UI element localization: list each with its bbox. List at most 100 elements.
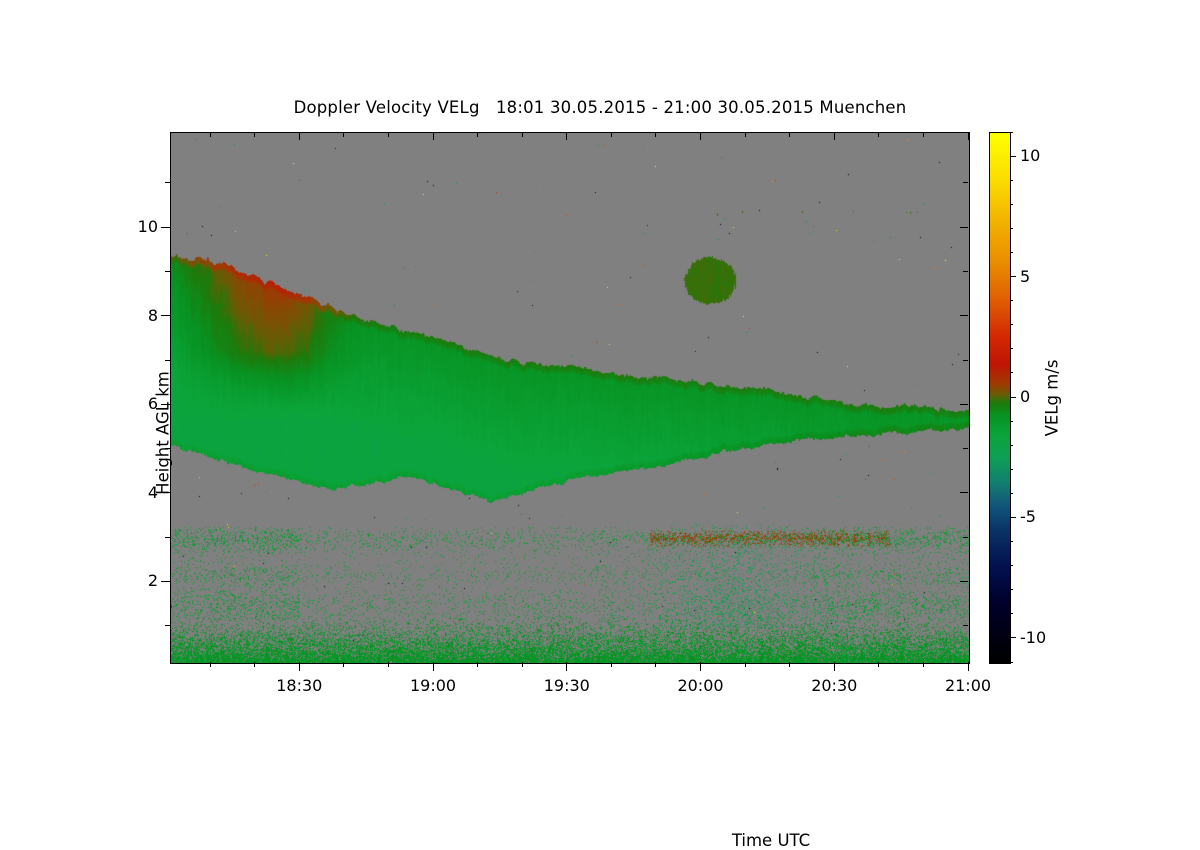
y-tick-major-right xyxy=(960,315,968,317)
colorbar-tick-minor xyxy=(1010,131,1013,133)
colorbar-tick-minor xyxy=(1010,348,1013,350)
y-tick-major-right xyxy=(960,492,968,494)
y-tick-minor xyxy=(165,359,170,361)
colorbar-tick xyxy=(1010,637,1016,639)
colorbar-tick xyxy=(1010,396,1016,398)
x-tick-minor-top xyxy=(789,132,791,137)
colorbar-tick-minor xyxy=(1010,444,1013,446)
heatmap-canvas xyxy=(171,133,969,663)
colorbar-tick-minor xyxy=(1010,613,1013,615)
x-tick-label: 19:00 xyxy=(409,676,457,695)
y-tick-minor xyxy=(165,625,170,627)
y-tick-minor-right xyxy=(963,536,968,538)
y-tick-minor-right xyxy=(963,625,968,627)
y-tick-minor xyxy=(165,448,170,450)
x-tick-minor xyxy=(521,662,523,667)
x-tick-major xyxy=(833,662,835,671)
colorbar-tick-label: 5 xyxy=(1020,266,1031,286)
x-tick-major xyxy=(967,662,969,671)
colorbar-tick xyxy=(1010,155,1016,157)
heatmap-plot-area: Height AGL km Time UTC xyxy=(154,132,970,850)
y-tick-label: 6 xyxy=(147,394,158,414)
x-tick-major-top xyxy=(967,132,969,140)
colorbar-tick-minor xyxy=(1010,589,1013,591)
y-tick-major-right xyxy=(960,580,968,582)
y-tick-minor xyxy=(165,182,170,184)
y-tick-label: 10 xyxy=(137,217,158,237)
y-tick-label: 2 xyxy=(147,571,158,591)
x-tick-major xyxy=(298,662,300,671)
x-tick-minor xyxy=(254,662,256,667)
x-tick-minor xyxy=(387,662,389,667)
colorbar-tick-minor xyxy=(1010,661,1013,663)
x-tick-major-top xyxy=(700,132,701,140)
colorbar-tick-label: 0 xyxy=(1020,387,1031,406)
figure-root: Doppler Velocity VELg 18:01 30.05.2015 -… xyxy=(137,98,1062,850)
colorbar-tick xyxy=(1010,516,1016,518)
colorbar-tick-minor xyxy=(1010,179,1013,181)
x-axis-title: Time UTC xyxy=(731,831,811,850)
y-tick-major xyxy=(161,315,170,317)
colorbar-tick-minor xyxy=(1010,300,1013,302)
x-tick-major xyxy=(566,662,568,671)
x-tick-major-top xyxy=(298,132,300,140)
y-tick-label: 8 xyxy=(147,305,158,325)
x-tick-minor-top xyxy=(254,132,256,137)
x-tick-label: 18:30 xyxy=(276,676,323,695)
y-tick-minor xyxy=(165,536,170,538)
y-axis-title: Height AGL km xyxy=(153,371,173,495)
x-tick-minor xyxy=(209,662,211,667)
x-tick-major xyxy=(700,662,701,671)
x-tick-minor-top xyxy=(209,132,211,137)
x-tick-minor xyxy=(744,662,746,667)
colorbar-gradient xyxy=(990,133,1010,663)
x-tick-minor-top xyxy=(521,132,523,137)
x-tick-minor-top xyxy=(655,132,657,137)
y-tick-minor-right xyxy=(963,448,968,450)
x-tick-label: 20:00 xyxy=(677,676,724,695)
y-tick-minor-right xyxy=(963,182,968,184)
y-tick-minor-right xyxy=(963,359,968,361)
x-tick-minor xyxy=(789,662,791,667)
x-tick-minor-top xyxy=(343,132,345,137)
x-tick-minor-top xyxy=(387,132,389,137)
colorbar-tick-minor xyxy=(1010,372,1013,374)
figure-title: Doppler Velocity VELg 18:01 30.05.2015 -… xyxy=(293,98,907,117)
x-tick-label: 21:00 xyxy=(944,676,992,695)
y-tick-major xyxy=(161,403,170,405)
x-tick-major xyxy=(432,662,434,671)
y-tick-major-right xyxy=(960,226,968,228)
colorbar-tick-label: 10 xyxy=(1020,146,1041,166)
colorbar-tick-minor xyxy=(1010,203,1013,205)
colorbar-tick-minor xyxy=(1010,324,1013,326)
colorbar-tick-minor xyxy=(1010,227,1013,229)
x-tick-minor-top xyxy=(610,132,612,137)
colorbar-tick-minor xyxy=(1010,468,1013,470)
y-tick-label: 4 xyxy=(147,482,158,502)
colorbar-tick-minor xyxy=(1010,541,1013,543)
colorbar-tick-label: -10 xyxy=(1020,627,1047,647)
colorbar-tick-minor xyxy=(1010,565,1013,567)
x-tick-minor-top xyxy=(477,132,479,137)
x-tick-minor xyxy=(922,662,924,667)
y-tick-minor-right xyxy=(963,270,968,272)
colorbar-tick xyxy=(1010,276,1016,278)
colorbar-tick-label: -5 xyxy=(1020,507,1036,527)
y-tick-major-right xyxy=(960,403,968,405)
x-tick-minor-top xyxy=(922,132,924,137)
x-tick-major-top xyxy=(432,132,434,140)
x-tick-minor xyxy=(343,662,345,667)
y-tick-minor xyxy=(165,270,170,272)
x-tick-major-top xyxy=(566,132,568,140)
colorbar-tick-minor xyxy=(1010,251,1013,253)
y-tick-major xyxy=(161,580,170,582)
x-tick-minor-top xyxy=(878,132,880,137)
colorbar-tick-minor xyxy=(1010,492,1013,494)
x-tick-major-top xyxy=(833,132,835,140)
x-tick-minor xyxy=(878,662,880,667)
x-tick-label: 20:30 xyxy=(811,676,858,695)
y-tick-major xyxy=(161,226,170,228)
y-tick-major xyxy=(161,492,170,494)
x-tick-minor xyxy=(477,662,479,667)
x-tick-minor xyxy=(655,662,657,667)
